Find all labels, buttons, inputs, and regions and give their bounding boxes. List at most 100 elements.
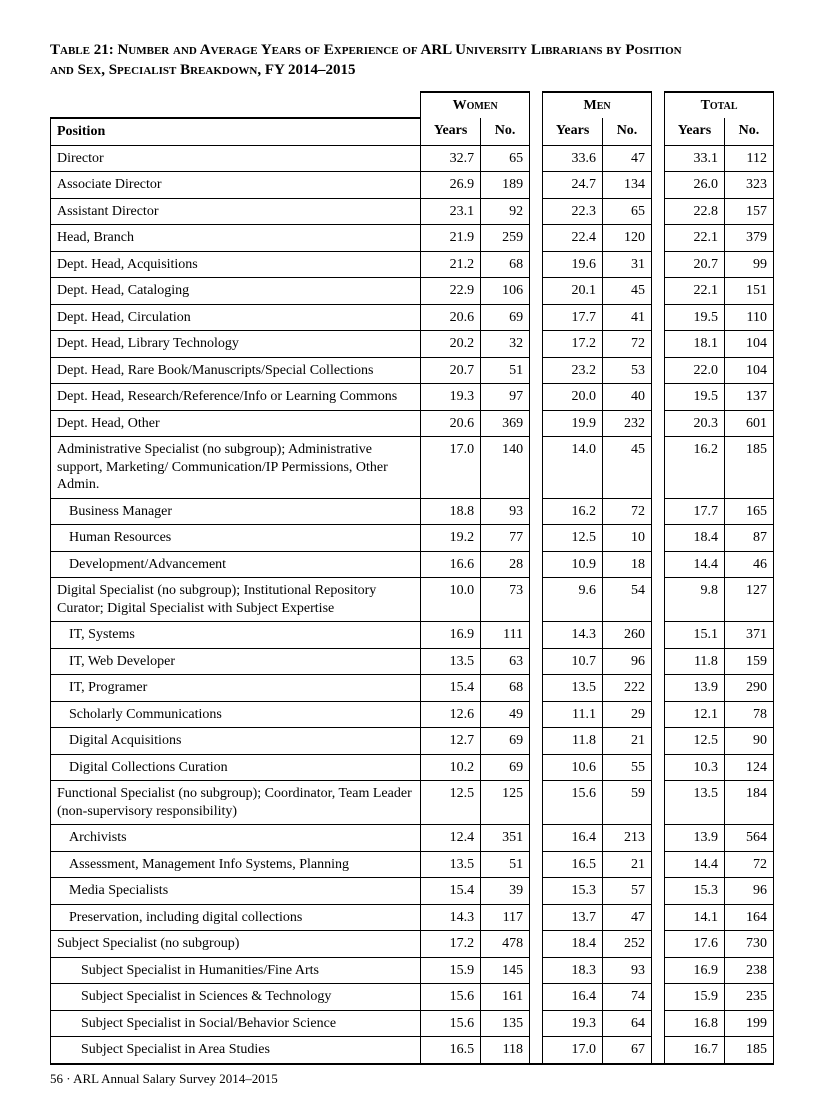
men-no: 67 bbox=[603, 1037, 652, 1064]
total-years: 22.1 bbox=[665, 225, 725, 252]
women-years: 12.4 bbox=[421, 825, 481, 852]
women-years: 12.7 bbox=[421, 728, 481, 755]
group-total: Total bbox=[665, 92, 774, 119]
total-no: 185 bbox=[724, 1037, 773, 1064]
men-years: 24.7 bbox=[543, 172, 603, 199]
position-label: Digital Acquisitions bbox=[51, 728, 421, 755]
men-years: 13.5 bbox=[543, 675, 603, 702]
total-no: 151 bbox=[724, 278, 773, 305]
women-years: 21.9 bbox=[421, 225, 481, 252]
position-label: Associate Director bbox=[51, 172, 421, 199]
women-no: 478 bbox=[481, 931, 530, 958]
men-no: 232 bbox=[603, 410, 652, 437]
men-years: 20.0 bbox=[543, 384, 603, 411]
women-no: 77 bbox=[481, 525, 530, 552]
total-years: 14.4 bbox=[665, 551, 725, 578]
total-years: 13.9 bbox=[665, 825, 725, 852]
position-label: Director bbox=[51, 145, 421, 172]
position-label: Digital Collections Curation bbox=[51, 754, 421, 781]
women-years: 23.1 bbox=[421, 198, 481, 225]
position-label: Dept. Head, Library Technology bbox=[51, 331, 421, 358]
total-years: 17.7 bbox=[665, 498, 725, 525]
total-years: 26.0 bbox=[665, 172, 725, 199]
men-no: 72 bbox=[603, 331, 652, 358]
women-no: 68 bbox=[481, 675, 530, 702]
men-years: 11.8 bbox=[543, 728, 603, 755]
total-no: 323 bbox=[724, 172, 773, 199]
total-years: 22.1 bbox=[665, 278, 725, 305]
position-label: IT, Systems bbox=[51, 622, 421, 649]
men-no: 213 bbox=[603, 825, 652, 852]
men-no: 222 bbox=[603, 675, 652, 702]
women-years: 17.0 bbox=[421, 437, 481, 499]
men-years: 10.6 bbox=[543, 754, 603, 781]
women-no: 69 bbox=[481, 754, 530, 781]
total-years: 18.1 bbox=[665, 331, 725, 358]
women-years: 20.6 bbox=[421, 410, 481, 437]
men-years: 19.6 bbox=[543, 251, 603, 278]
women-no: 111 bbox=[481, 622, 530, 649]
women-no: 92 bbox=[481, 198, 530, 225]
women-years: 18.8 bbox=[421, 498, 481, 525]
men-no: 21 bbox=[603, 728, 652, 755]
position-label: Assistant Director bbox=[51, 198, 421, 225]
men-no: 31 bbox=[603, 251, 652, 278]
total-years: 11.8 bbox=[665, 648, 725, 675]
women-years: 22.9 bbox=[421, 278, 481, 305]
position-label: Subject Specialist in Social/Behavior Sc… bbox=[51, 1010, 421, 1037]
women-no: 39 bbox=[481, 878, 530, 905]
total-no: 371 bbox=[724, 622, 773, 649]
position-label: Development/Advancement bbox=[51, 551, 421, 578]
men-years: 16.2 bbox=[543, 498, 603, 525]
total-years: 16.2 bbox=[665, 437, 725, 499]
total-no: 124 bbox=[724, 754, 773, 781]
total-no: 185 bbox=[724, 437, 773, 499]
col-total-years: Years bbox=[665, 118, 725, 145]
total-years: 16.9 bbox=[665, 957, 725, 984]
total-years: 10.3 bbox=[665, 754, 725, 781]
position-label: Dept. Head, Cataloging bbox=[51, 278, 421, 305]
women-no: 49 bbox=[481, 701, 530, 728]
women-years: 10.0 bbox=[421, 578, 481, 622]
men-no: 40 bbox=[603, 384, 652, 411]
group-men: Men bbox=[543, 92, 652, 119]
women-years: 26.9 bbox=[421, 172, 481, 199]
women-years: 32.7 bbox=[421, 145, 481, 172]
women-years: 12.6 bbox=[421, 701, 481, 728]
men-years: 19.9 bbox=[543, 410, 603, 437]
position-label: Preservation, including digital collecti… bbox=[51, 904, 421, 931]
title-line1: Table 21: Number and Average Years of Ex… bbox=[50, 42, 682, 58]
women-years: 15.6 bbox=[421, 1010, 481, 1037]
men-no: 29 bbox=[603, 701, 652, 728]
total-years: 15.1 bbox=[665, 622, 725, 649]
men-years: 20.1 bbox=[543, 278, 603, 305]
men-no: 53 bbox=[603, 357, 652, 384]
women-no: 135 bbox=[481, 1010, 530, 1037]
total-no: 601 bbox=[724, 410, 773, 437]
men-no: 18 bbox=[603, 551, 652, 578]
men-years: 33.6 bbox=[543, 145, 603, 172]
women-no: 140 bbox=[481, 437, 530, 499]
position-label: Human Resources bbox=[51, 525, 421, 552]
total-no: 379 bbox=[724, 225, 773, 252]
position-label: IT, Programer bbox=[51, 675, 421, 702]
total-years: 14.1 bbox=[665, 904, 725, 931]
total-no: 90 bbox=[724, 728, 773, 755]
women-years: 15.9 bbox=[421, 957, 481, 984]
position-label: Dept. Head, Circulation bbox=[51, 304, 421, 331]
total-years: 15.3 bbox=[665, 878, 725, 905]
men-years: 17.0 bbox=[543, 1037, 603, 1064]
total-years: 12.5 bbox=[665, 728, 725, 755]
total-no: 157 bbox=[724, 198, 773, 225]
men-no: 57 bbox=[603, 878, 652, 905]
position-label: Assessment, Management Info Systems, Pla… bbox=[51, 851, 421, 878]
women-no: 117 bbox=[481, 904, 530, 931]
men-no: 54 bbox=[603, 578, 652, 622]
men-years: 16.4 bbox=[543, 984, 603, 1011]
women-no: 51 bbox=[481, 357, 530, 384]
men-years: 17.2 bbox=[543, 331, 603, 358]
col-women-years: Years bbox=[421, 118, 481, 145]
women-no: 63 bbox=[481, 648, 530, 675]
women-years: 20.6 bbox=[421, 304, 481, 331]
total-no: 99 bbox=[724, 251, 773, 278]
